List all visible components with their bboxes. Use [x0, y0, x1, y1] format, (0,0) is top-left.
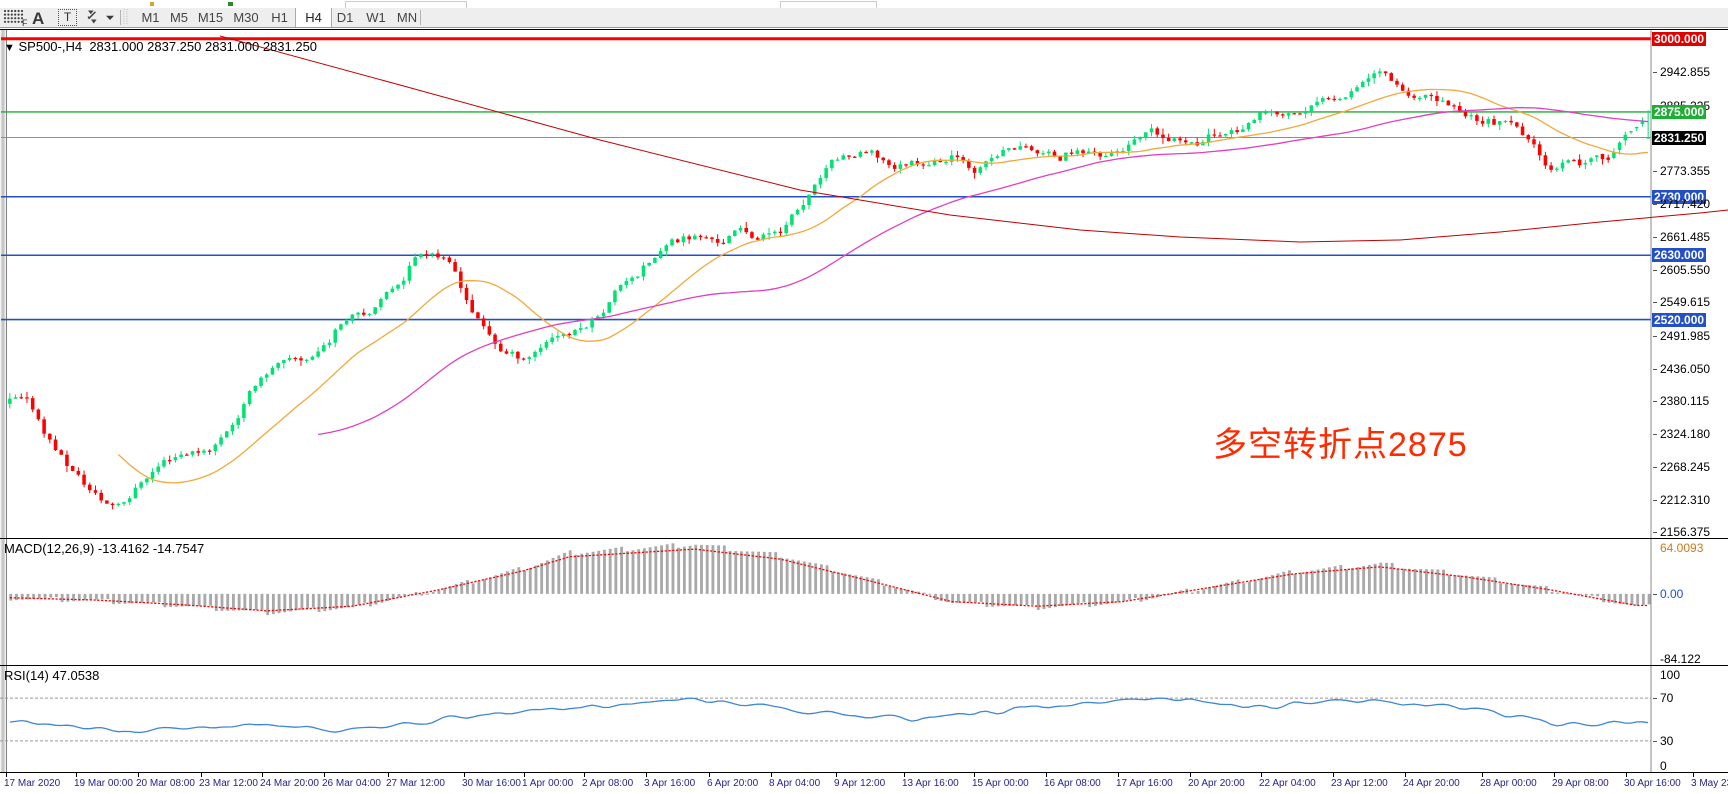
svg-text:F: F [22, 18, 28, 26]
